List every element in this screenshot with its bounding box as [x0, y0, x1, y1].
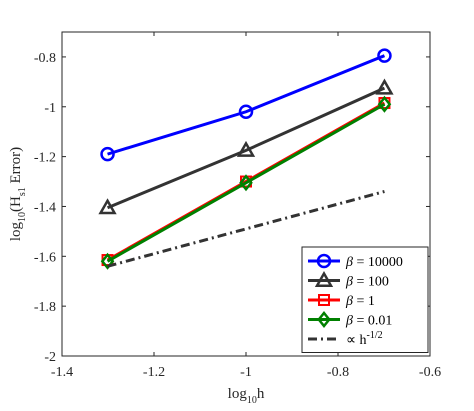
data-point [318, 294, 330, 306]
legend-label-text: = 10000 [353, 255, 403, 270]
y-axis-title: log10(Hs1 Error) [8, 147, 28, 241]
legend-label: β = 0.01 [345, 314, 392, 329]
x-tick-label: -1 [240, 365, 252, 380]
series-line [106, 86, 386, 210]
data-point [98, 198, 117, 215]
y-axis-title-sub1: 10 [17, 212, 28, 222]
y-tick-label: -1.4 [34, 200, 56, 215]
y-tick-label: -1.6 [34, 250, 56, 265]
legend-symbol: β [345, 255, 353, 270]
x-tick-label: -1.4 [51, 365, 73, 380]
x-axis-title: log10h [228, 386, 265, 406]
y-tick-label: -2 [44, 350, 56, 365]
data-point [314, 270, 334, 287]
series-line [106, 102, 386, 263]
legend-symbol: β [345, 294, 353, 309]
legend-label-text: = 0.01 [353, 314, 392, 329]
data-point [375, 78, 394, 95]
y-tick-label: -1 [44, 101, 56, 116]
data-point [377, 48, 392, 63]
x-tick-label: -0.6 [419, 365, 441, 380]
y-axis-title-sub2: s1 [17, 187, 28, 196]
data-point [236, 140, 256, 157]
y-axis-title-base: log [8, 221, 24, 241]
y-tick-label: -1.8 [34, 300, 56, 315]
legend-label-text: h [356, 333, 367, 348]
data-point [238, 104, 254, 120]
legend-superscript: -1/2 [367, 330, 383, 341]
y-axis-title-rest: Error) [8, 147, 24, 187]
y-tick-label: -0.8 [34, 51, 56, 66]
y-axis-title-mid: (H [8, 196, 24, 212]
legend-label: β = 100 [345, 275, 389, 290]
x-axis-title-base: log [228, 386, 248, 402]
data-point [316, 253, 332, 269]
x-axis-title-sub: 10 [247, 395, 257, 406]
data-point [100, 252, 115, 270]
legend-label: β = 10000 [345, 255, 403, 270]
x-tick-label: -0.8 [327, 365, 349, 380]
x-axis-title-rest: h [257, 386, 265, 402]
legend-symbol: ∝ [346, 333, 356, 348]
legend-symbol: β [345, 275, 353, 290]
data-point [100, 146, 115, 162]
data-point [377, 95, 392, 113]
series-line [107, 54, 386, 156]
data-point [317, 310, 331, 329]
legend-symbol: β [345, 314, 353, 329]
legend-label: β = 1 [345, 294, 375, 309]
legend-label-text: = 100 [353, 275, 389, 290]
x-tick-label: -1.2 [143, 365, 165, 380]
y-tick-label: -1.2 [34, 151, 56, 166]
legend-label-text: = 1 [353, 294, 375, 309]
data-point [239, 174, 253, 192]
legend-label: ∝ h-1/2 [346, 330, 383, 348]
